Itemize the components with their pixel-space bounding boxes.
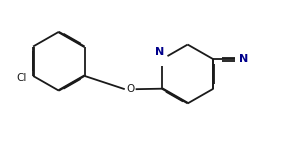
Text: N: N: [239, 54, 249, 64]
Text: O: O: [126, 84, 134, 94]
Text: Cl: Cl: [17, 73, 27, 83]
Text: N: N: [155, 47, 165, 57]
